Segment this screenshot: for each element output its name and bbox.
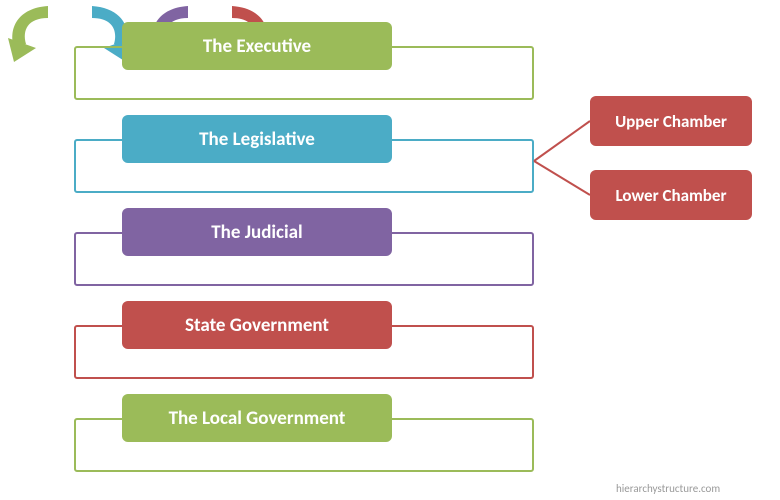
level-label: The Executive (203, 35, 311, 58)
level-label: State Government (185, 314, 329, 337)
level-box-4: The Local Government (122, 394, 392, 442)
chamber-label: Lower Chamber (615, 185, 726, 206)
chamber-box-1: Lower Chamber (590, 170, 752, 220)
level-box-0: The Executive (122, 22, 392, 70)
level-box-1: The Legislative (122, 115, 392, 163)
chamber-box-0: Upper Chamber (590, 96, 752, 146)
level-label: The Legislative (199, 128, 315, 151)
level-box-2: The Judicial (122, 208, 392, 256)
watermark-text: hierarchystructure.com (616, 482, 720, 495)
level-label: The Local Government (169, 407, 346, 430)
level-box-3: State Government (122, 301, 392, 349)
flow-arrow-0 (0, 0, 70, 70)
watermark: hierarchystructure.com (616, 482, 720, 495)
level-label: The Judicial (211, 221, 302, 244)
chamber-label: Upper Chamber (615, 111, 727, 132)
